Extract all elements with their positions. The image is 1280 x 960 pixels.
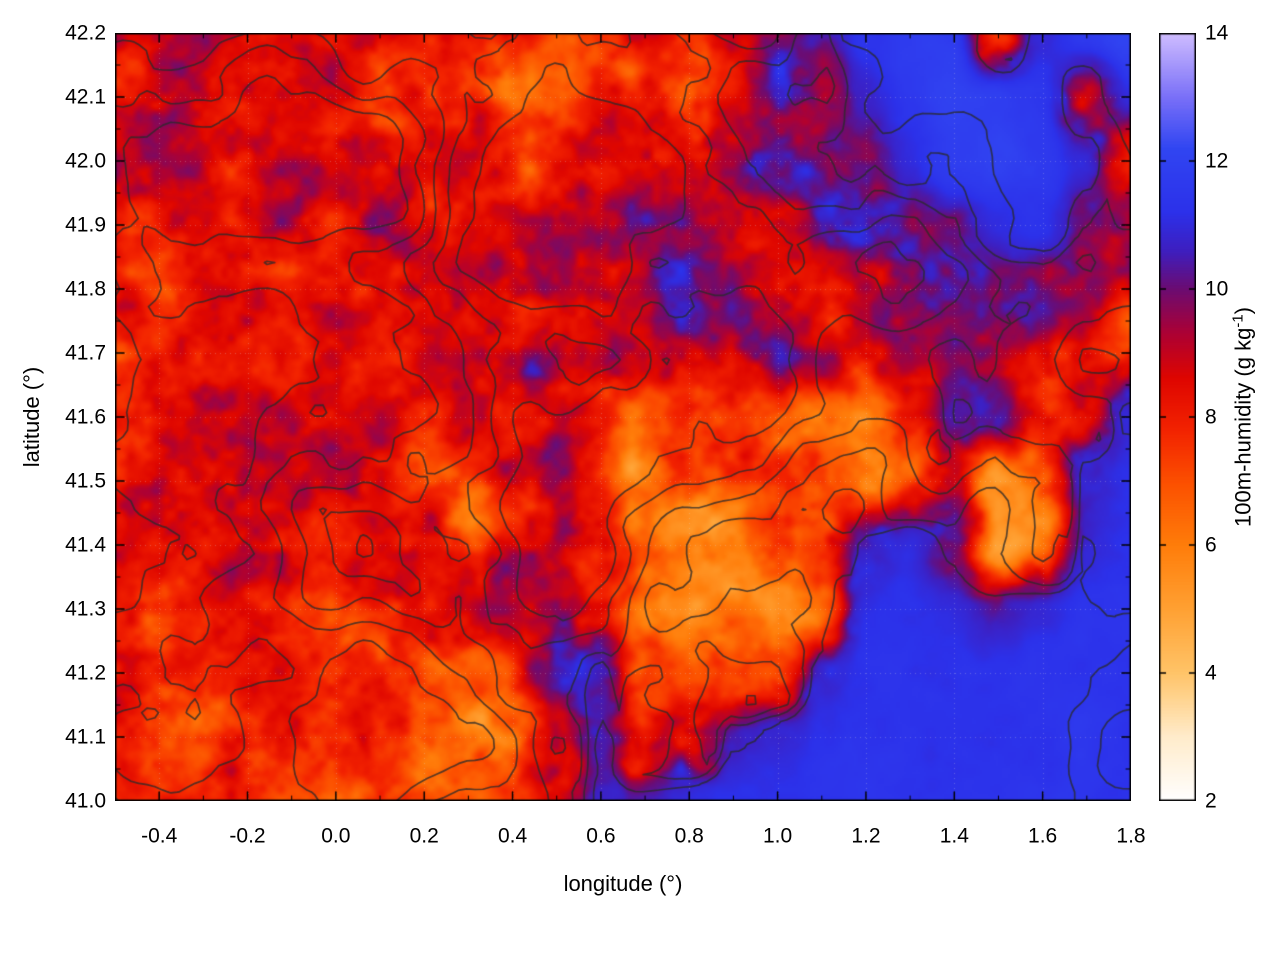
colorbar-title-prefix: 100m-humidity (g kg <box>1230 327 1256 527</box>
x-tick-label: 0.0 <box>321 824 351 848</box>
colorbar-title-suffix: ) <box>1230 307 1256 315</box>
y-tick-label: 41.4 <box>65 533 106 557</box>
y-tick-label: 41.3 <box>65 597 106 621</box>
y-tick-label: 41.7 <box>65 341 106 365</box>
y-tick-label: 42.1 <box>65 85 106 109</box>
x-tick-label: 1.6 <box>1028 824 1058 848</box>
colorbar-tick-label: 6 <box>1205 533 1217 557</box>
x-tick-label: 1.4 <box>939 824 969 848</box>
y-tick-label: 41.2 <box>65 661 106 685</box>
x-tick-label: 1.8 <box>1116 824 1146 848</box>
x-tick-label: 0.6 <box>586 824 616 848</box>
x-axis-title: longitude (°) <box>563 871 683 896</box>
y-tick-label: 42.2 <box>65 21 106 45</box>
y-tick-label: 42.0 <box>65 149 106 173</box>
x-tick-label: 0.8 <box>674 824 704 848</box>
x-tick-label: 1.0 <box>762 824 793 848</box>
colorbar-tick-label: 12 <box>1205 149 1229 173</box>
y-tick-label: 41.8 <box>65 277 106 301</box>
y-tick-label: 41.0 <box>65 789 106 813</box>
y-tick-label: 41.1 <box>65 725 106 749</box>
y-tick-label: 41.6 <box>65 405 106 429</box>
x-tick-label: -0.2 <box>229 824 266 848</box>
x-tick-label: 0.4 <box>497 824 528 848</box>
colorbar-title-exponent: -1 <box>1229 314 1247 328</box>
contour-overlay-canvas <box>115 33 1131 801</box>
y-tick-label: 41.5 <box>65 469 106 493</box>
colorbar-tick-label: 8 <box>1205 405 1217 429</box>
colorbar-tick-label: 14 <box>1205 21 1229 45</box>
y-axis-title: latitude (°) <box>19 366 44 468</box>
x-tick-label: 1.2 <box>851 824 881 848</box>
x-tick-label: 0.2 <box>409 824 439 848</box>
colorbar-tick-label: 2 <box>1205 789 1217 813</box>
colorbar-tick-label: 4 <box>1205 661 1217 685</box>
colorbar-tick-label: 10 <box>1205 277 1229 301</box>
y-tick-label: 41.9 <box>65 213 106 237</box>
colorbar-title: 100m-humidity (g kg-1) <box>1229 307 1256 527</box>
x-tick-label: -0.4 <box>141 824 178 848</box>
colorbar-canvas <box>1159 33 1196 801</box>
